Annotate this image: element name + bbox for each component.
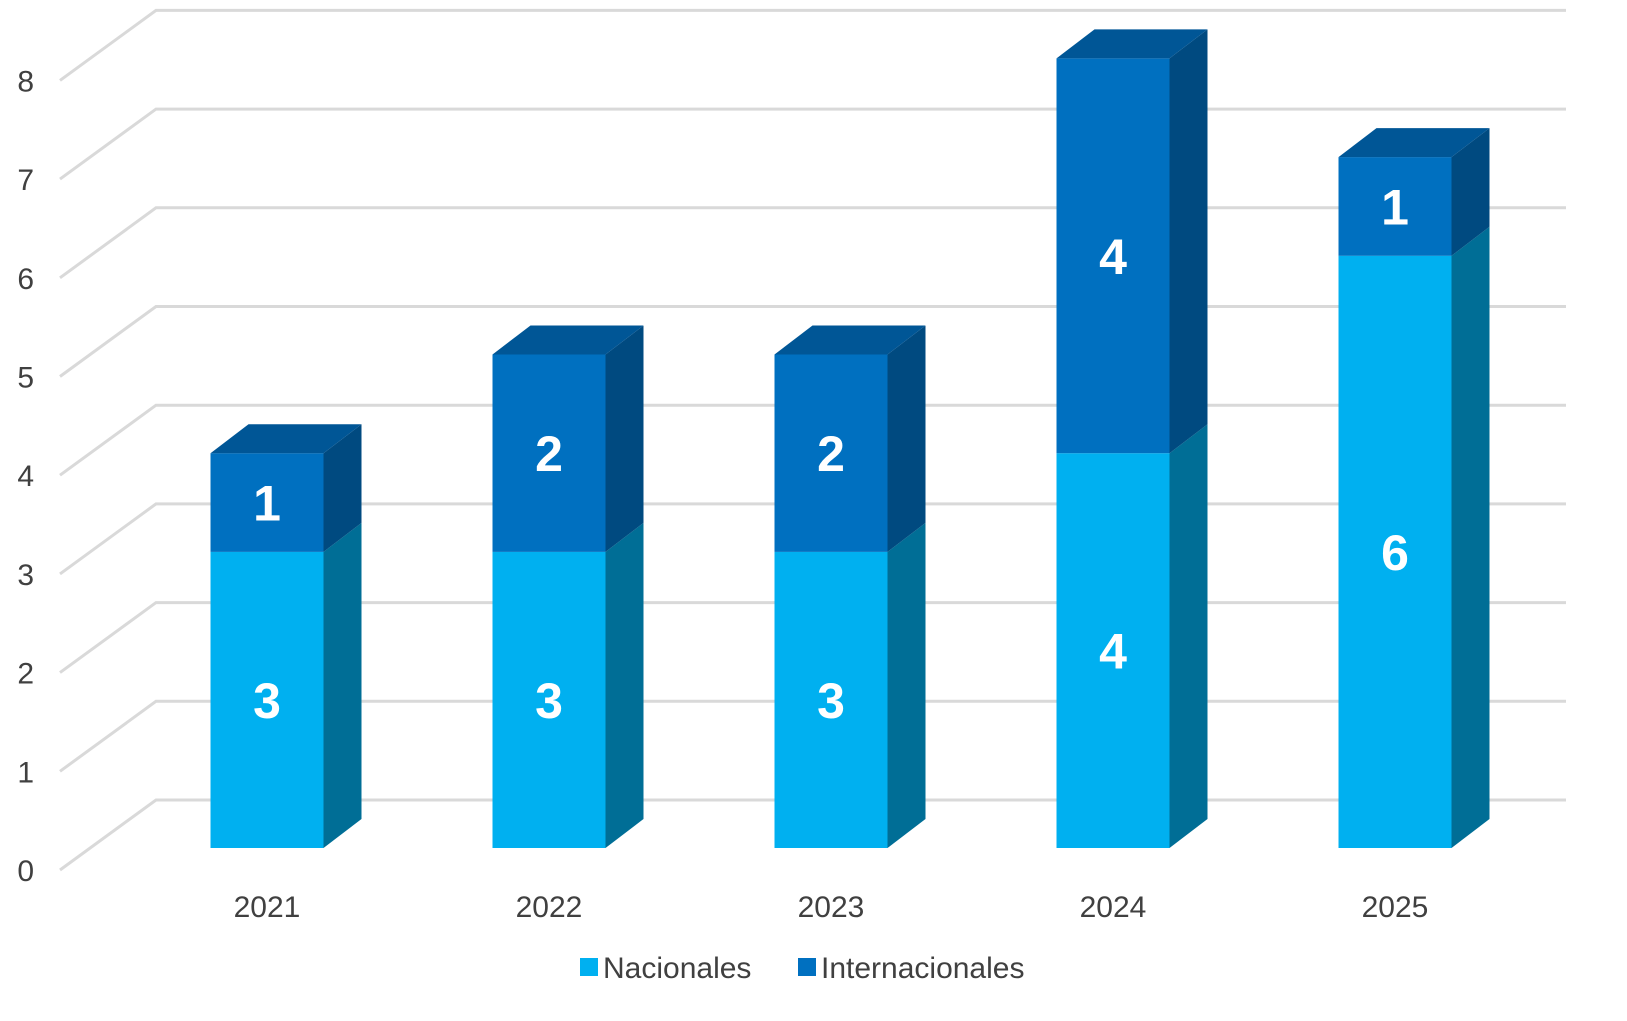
y-tick-label: 5 [17, 362, 34, 395]
bar-side-face [605, 325, 644, 552]
bar-segment-nacionales [492, 551, 606, 848]
bar-side-face [605, 522, 644, 848]
data-label: 1 [253, 476, 281, 532]
y-tick-label: 2 [17, 658, 34, 691]
legend: Nacionales Internacionales [580, 952, 1024, 985]
bar-top-face [1338, 128, 1490, 158]
y-tick-label: 0 [17, 855, 34, 888]
bar-side-face [323, 424, 362, 552]
bar-segment-internacionales [492, 354, 606, 552]
x-axis-ticks: 2021 2022 2023 2024 2025 [234, 891, 1429, 924]
data-label: 4 [1099, 229, 1127, 285]
bar-stack-2021: 31 [210, 424, 362, 848]
bar-side-face [1451, 226, 1490, 849]
bar-top-face [492, 325, 644, 355]
y-axis-ticks: 0 1 2 3 4 5 6 7 8 [17, 65, 34, 888]
x-tick-label: 2022 [516, 891, 583, 924]
x-tick-label: 2025 [1362, 891, 1429, 924]
y-tick-label: 1 [17, 756, 34, 789]
bar-stack-2022: 32 [492, 325, 644, 848]
x-tick-label: 2024 [1080, 891, 1147, 924]
bar-side-face [887, 325, 926, 552]
bar-stack-2025: 61 [1338, 128, 1490, 849]
bar-segment-internacionales [774, 354, 888, 552]
bar-segment-internacionales [210, 453, 324, 552]
legend-label: Internacionales [821, 952, 1024, 985]
y-tick-label: 4 [17, 460, 34, 493]
bar-segment-nacionales [1338, 255, 1452, 849]
bar-stack-2023: 32 [774, 325, 926, 848]
y-tick-label: 3 [17, 559, 34, 592]
gridline [59, 8, 1566, 82]
data-label: 3 [535, 673, 563, 729]
data-label: 3 [253, 673, 281, 729]
y-tick-label: 8 [17, 65, 34, 98]
y-tick-label: 7 [17, 164, 34, 197]
legend-swatch [580, 958, 598, 976]
bar-top-face [1056, 29, 1208, 59]
bar-segment-nacionales [1056, 453, 1170, 848]
bar-segment-nacionales [774, 551, 888, 848]
bar-side-face [887, 522, 926, 848]
bar-top-face [210, 424, 362, 454]
data-label: 3 [817, 673, 845, 729]
legend-swatch [798, 958, 816, 976]
bar-top-face [774, 325, 926, 355]
data-label: 4 [1099, 624, 1127, 680]
data-label: 2 [817, 426, 845, 482]
x-tick-label: 2021 [234, 891, 301, 924]
data-label: 6 [1381, 525, 1409, 581]
bar-segment-internacionales [1338, 157, 1452, 256]
bar-stack-2024: 44 [1056, 29, 1208, 848]
x-tick-label: 2023 [798, 891, 865, 924]
bar-side-face [1169, 29, 1208, 454]
legend-item: Internacionales [798, 952, 1024, 985]
bar-segment-nacionales [210, 551, 324, 848]
data-label: 2 [535, 426, 563, 482]
legend-label: Nacionales [603, 952, 751, 985]
data-label: 1 [1381, 179, 1409, 235]
bar-side-face [1169, 424, 1208, 848]
gridlines [59, 8, 1566, 872]
legend-item: Nacionales [580, 952, 751, 985]
bar-segment-internacionales [1056, 58, 1170, 454]
bar-side-face [1451, 128, 1490, 256]
bar-side-face [323, 522, 362, 848]
y-tick-label: 6 [17, 263, 34, 296]
